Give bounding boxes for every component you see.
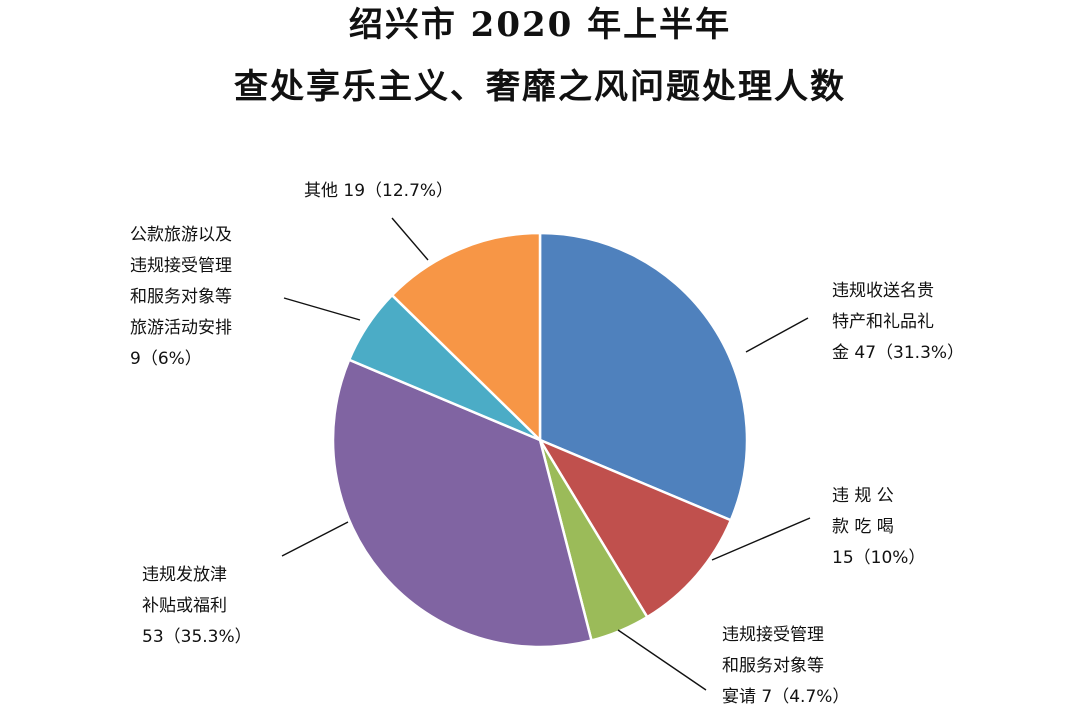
data-label: 15（10%） <box>832 548 925 568</box>
leader-lines <box>281 217 811 691</box>
chart-title-line2: 查处享乐主义、奢靡之风问题处理人数 <box>234 67 846 107</box>
data-label: 违规接受管理 <box>722 625 824 645</box>
data-label: 和服务对象等 <box>722 656 824 676</box>
pie-slice <box>390 231 542 443</box>
chart-title-line1: 绍兴市 2020 年上半年 <box>348 5 732 45</box>
pie-slice <box>538 231 749 522</box>
leader-line <box>711 517 811 561</box>
data-label: 金 47（31.3%） <box>832 343 964 363</box>
leader-line <box>283 297 361 321</box>
pie-slices <box>331 231 749 649</box>
data-label: 和服务对象等 <box>130 287 232 307</box>
data-label: 其他 19（12.7%） <box>304 181 453 201</box>
pie-slice <box>331 358 594 649</box>
data-label: 违规接受管理 <box>130 256 232 276</box>
data-label: 9（6%） <box>130 349 202 369</box>
leader-line <box>391 217 429 261</box>
leader-line <box>281 521 349 557</box>
pie-slice <box>536 437 733 619</box>
data-label: 53（35.3%） <box>142 627 252 647</box>
data-label: 补贴或福利 <box>142 596 227 616</box>
data-label: 违 规 公 <box>832 486 894 506</box>
leader-line <box>617 629 707 691</box>
data-label: 款 吃 喝 <box>832 517 894 537</box>
data-label: 特产和礼品礼 <box>832 312 934 332</box>
data-label: 宴请 7（4.7%） <box>722 687 849 707</box>
data-label: 违规发放津 <box>142 565 227 585</box>
data-label: 违规收送名贵 <box>832 281 934 301</box>
leader-line <box>745 317 809 353</box>
data-label: 旅游活动安排 <box>130 318 232 338</box>
data-label: 公款旅游以及 <box>130 225 232 245</box>
